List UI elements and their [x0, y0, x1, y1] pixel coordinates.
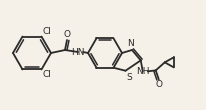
Text: N: N: [128, 39, 134, 48]
Text: HN: HN: [71, 48, 85, 57]
Text: S: S: [126, 73, 132, 82]
Text: O: O: [63, 30, 70, 39]
Text: O: O: [155, 80, 162, 89]
Text: Cl: Cl: [42, 27, 51, 36]
Text: Cl: Cl: [42, 70, 51, 79]
Text: NH: NH: [136, 67, 150, 76]
